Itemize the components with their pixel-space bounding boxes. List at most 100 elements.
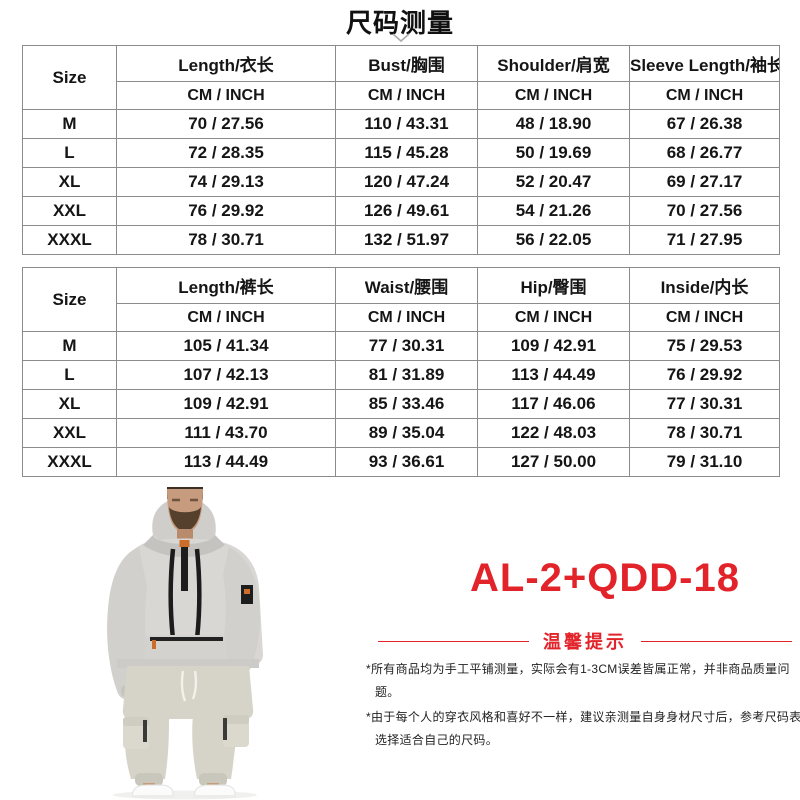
sneakers xyxy=(132,783,236,798)
size-cell: L xyxy=(22,138,117,168)
measurement-cell: 113 / 44.49 xyxy=(116,447,336,477)
measurement-cell: 76 / 29.92 xyxy=(116,196,336,226)
size-cell: XL xyxy=(22,389,117,419)
measurement-cell: 67 / 26.38 xyxy=(629,109,780,139)
measurement-cell: 79 / 31.10 xyxy=(629,447,780,477)
tips-divider-left xyxy=(378,640,529,642)
table-row: XXL 111 / 43.70 89 / 35.04 122 / 48.03 78 / … xyxy=(22,418,780,448)
zipper-pull xyxy=(179,540,190,547)
measurement-cell: 113 / 44.49 xyxy=(477,360,630,390)
size-cell: M xyxy=(22,331,117,361)
table-row: XXXL 113 / 44.49 93 / 36.61 127 / 50.00 79 /… xyxy=(22,447,780,477)
table-row: L 107 / 42.13 81 / 31.89 113 / 44.49 76 / 29… xyxy=(22,360,780,390)
table-row: XXXL 78 / 30.71 132 / 51.97 56 / 22.05 71 / … xyxy=(22,225,780,255)
unit-header: CM / INCH xyxy=(116,303,336,332)
unit-header: CM / INCH xyxy=(477,303,630,332)
unit-header: CM / INCH xyxy=(116,81,336,110)
measurement-cell: 107 / 42.13 xyxy=(116,360,336,390)
unit-header: CM / INCH xyxy=(335,81,478,110)
size-table-bottom: Size Length/裤长 Waist/腰围 Hip/臀围 Inside/内长… xyxy=(22,267,780,477)
measurement-cell: 77 / 30.31 xyxy=(335,331,478,361)
size-cell: XXL xyxy=(22,418,117,448)
measurement-cell: 127 / 50.00 xyxy=(477,447,630,477)
front-pocket xyxy=(145,635,227,665)
measurement-cell: 89 / 35.04 xyxy=(335,418,478,448)
cargo-pocket xyxy=(223,715,249,747)
tips-header: 温馨提示 xyxy=(378,628,792,654)
table-row: M 70 / 27.56 110 / 43.31 48 / 18.90 67 / 26.… xyxy=(22,109,780,139)
measurement-cell: 78 / 30.71 xyxy=(629,418,780,448)
model-head xyxy=(152,487,216,546)
measurement-cell: 117 / 46.06 xyxy=(477,389,630,419)
table-header-row: Size Length/裤长 Waist/腰围 Hip/臀围 Inside/内长 xyxy=(22,267,780,332)
table-row: M 105 / 41.34 77 / 30.31 109 / 42.91 75 / 29… xyxy=(22,331,780,361)
measurement-cell: 52 / 20.47 xyxy=(477,167,630,197)
table-unit-row: CM / INCH CM / INCH CM / INCH CM / INCH xyxy=(23,303,780,332)
measurement-cell: 70 / 27.56 xyxy=(629,196,780,226)
measurement-cell: 71 / 27.95 xyxy=(629,225,780,255)
tips-body: *所有商品均为手工平铺测量，实际会有1-3CM误差皆属正常，并非商品质量问题。 … xyxy=(366,658,800,754)
measurement-cell: 72 / 28.35 xyxy=(116,138,336,168)
measurement-cell: 93 / 36.61 xyxy=(335,447,478,477)
measurement-cell: 68 / 26.77 xyxy=(629,138,780,168)
table-row: XL 109 / 42.91 85 / 33.46 117 / 46.06 77 / 3… xyxy=(22,389,780,419)
table-row: XL 74 / 29.13 120 / 47.24 52 / 20.47 69 / 27… xyxy=(22,167,780,197)
unit-header: CM / INCH xyxy=(629,303,780,332)
table-row: L 72 / 28.35 115 / 45.28 50 / 19.69 68 / 26.… xyxy=(22,138,780,168)
column-header: Shoulder/肩宽 xyxy=(477,45,630,82)
unit-header: CM / INCH xyxy=(335,303,478,332)
cargo-pocket xyxy=(123,717,149,749)
table-row: XXL 76 / 29.92 126 / 49.61 54 / 21.26 70 / 2… xyxy=(22,196,780,226)
measurement-cell: 48 / 18.90 xyxy=(477,109,630,139)
measurement-cell: 85 / 33.46 xyxy=(335,389,478,419)
size-cell: L xyxy=(22,360,117,390)
tips-title: 温馨提示 xyxy=(543,632,627,652)
column-header: Inside/内长 xyxy=(629,267,780,304)
column-header: Bust/胸围 xyxy=(335,45,478,82)
measurement-cell: 78 / 30.71 xyxy=(116,225,336,255)
measurement-cell: 109 / 42.91 xyxy=(477,331,630,361)
size-header: Size xyxy=(22,45,117,110)
tip-text: *所有商品均为手工平铺测量，实际会有1-3CM误差皆属正常，并非商品质量问题。 xyxy=(366,662,790,699)
drawstring xyxy=(194,548,202,640)
measurement-cell: 76 / 29.92 xyxy=(629,360,780,390)
unit-header: CM / INCH xyxy=(629,81,780,110)
size-cell: XXL xyxy=(22,196,117,226)
measurement-cell: 54 / 21.26 xyxy=(477,196,630,226)
measurement-cell: 132 / 51.97 xyxy=(335,225,478,255)
jogger-pants xyxy=(122,666,254,786)
column-header: Hip/臀围 xyxy=(477,267,630,304)
size-table-top: Size Length/衣长 Bust/胸围 Shoulder/肩宽 Sleev… xyxy=(22,45,780,255)
product-code: AL-2+QDD-18 xyxy=(470,556,740,600)
measurement-cell: 75 / 29.53 xyxy=(629,331,780,361)
column-header: Sleeve Length/袖长 xyxy=(629,45,780,82)
size-header: Size xyxy=(22,267,117,332)
drawstring xyxy=(168,548,176,640)
measurement-cell: 105 / 41.34 xyxy=(116,331,336,361)
chevron-down-icon xyxy=(392,33,410,43)
page-title: 尺码测量 xyxy=(345,8,454,38)
measurement-cell: 122 / 48.03 xyxy=(477,418,630,448)
tips-divider-right xyxy=(641,640,792,642)
size-cell: M xyxy=(22,109,117,139)
table-unit-row: CM / INCH CM / INCH CM / INCH CM / INCH xyxy=(23,81,780,110)
size-cell: XL xyxy=(22,167,117,197)
measurement-cell: 77 / 30.31 xyxy=(629,389,780,419)
zipper xyxy=(181,541,188,591)
measurement-cell: 69 / 27.17 xyxy=(629,167,780,197)
measurement-cell: 110 / 43.31 xyxy=(335,109,478,139)
size-cell: XXXL xyxy=(22,447,117,477)
measurement-cell: 81 / 31.89 xyxy=(335,360,478,390)
measurement-cell: 56 / 22.05 xyxy=(477,225,630,255)
measurement-cell: 50 / 19.69 xyxy=(477,138,630,168)
column-header: Waist/腰围 xyxy=(335,267,478,304)
tip-text: *由于每个人的穿衣风格和喜好不一样，建议亲测量自身身材尺寸后，参考尺码表选择适合… xyxy=(366,710,800,747)
unit-header: CM / INCH xyxy=(477,81,630,110)
measurement-cell: 120 / 47.24 xyxy=(335,167,478,197)
column-header: Length/衣长 xyxy=(116,45,336,82)
size-cell: XXXL xyxy=(22,225,117,255)
table-header-row: Size Length/衣长 Bust/胸围 Shoulder/肩宽 Sleev… xyxy=(22,45,780,110)
measurement-cell: 109 / 42.91 xyxy=(116,389,336,419)
measurement-cell: 111 / 43.70 xyxy=(116,418,336,448)
